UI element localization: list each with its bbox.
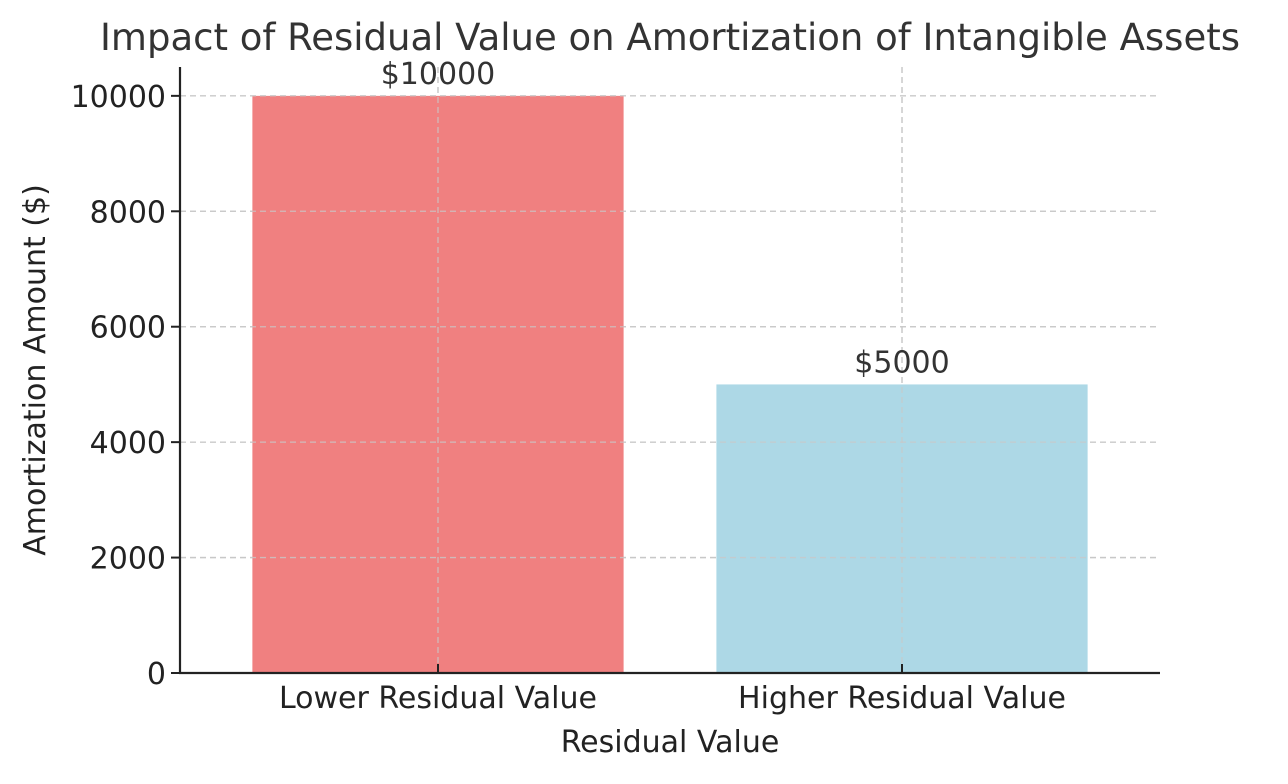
labels-layer: 0 2000 4000 6000 8000 10000 Lower Residual Val… bbox=[71, 57, 1066, 716]
x-tick-label: Higher Residual Value bbox=[738, 681, 1066, 716]
y-axis-label: Amortization Amount ($) bbox=[18, 184, 53, 556]
y-tick-label: 8000 bbox=[90, 195, 166, 230]
y-tick-label: 10000 bbox=[71, 80, 166, 115]
x-tick-label: Lower Residual Value bbox=[279, 681, 597, 716]
y-tick-label: 2000 bbox=[90, 542, 166, 577]
x-axis-label: Residual Value bbox=[561, 725, 780, 760]
y-tick-label: 0 bbox=[147, 657, 166, 692]
chart-title: Impact of Residual Value on Amortization… bbox=[100, 16, 1240, 59]
data-label: $5000 bbox=[854, 345, 949, 380]
bars-layer bbox=[252, 95, 1088, 674]
y-tick-label: 4000 bbox=[90, 426, 166, 461]
y-tick-label: 6000 bbox=[90, 311, 166, 346]
axes-layer bbox=[171, 67, 1160, 675]
data-label: $10000 bbox=[381, 57, 496, 92]
